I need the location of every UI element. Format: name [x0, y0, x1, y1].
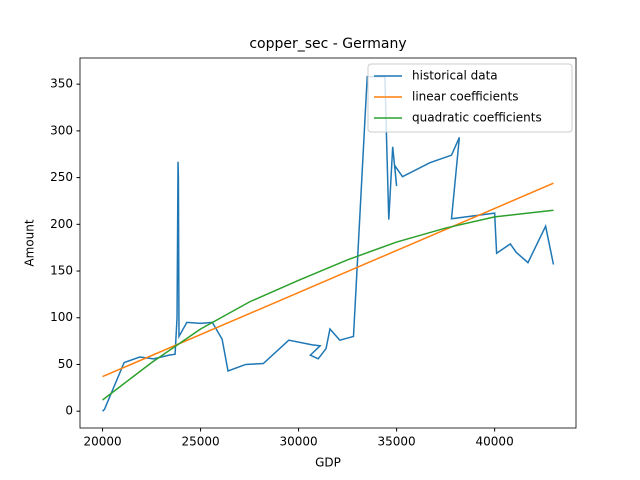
x-tick-label: 25000	[181, 435, 219, 449]
line-series	[102, 209, 554, 401]
y-tick-label: 300	[50, 123, 73, 137]
legend-box	[367, 63, 573, 133]
y-tick-label: 350	[50, 77, 73, 91]
x-tick-label: 35000	[378, 435, 416, 449]
x-tick-label: 30000	[279, 435, 317, 449]
y-tick-label: 50	[58, 357, 73, 371]
y-tick-label: 250	[50, 170, 73, 184]
plot-frame	[79, 57, 577, 429]
y-tick-label: 100	[50, 310, 73, 324]
x-axis-label: GDP	[315, 456, 341, 470]
chart-title: copper_sec - Germany	[249, 36, 406, 52]
line-series	[102, 75, 555, 412]
x-tick-label: 40000	[476, 435, 514, 449]
y-axis-label: Amount	[23, 219, 37, 266]
legend-label: quadratic coefficients	[412, 111, 542, 125]
x-tick-label: 20000	[83, 435, 121, 449]
y-tick-label: 0	[65, 404, 73, 418]
legend-label: linear coefficients	[412, 90, 519, 104]
legend-label: historical data	[412, 69, 498, 83]
y-tick-label: 150	[50, 264, 73, 278]
y-tick-label: 200	[50, 217, 73, 231]
